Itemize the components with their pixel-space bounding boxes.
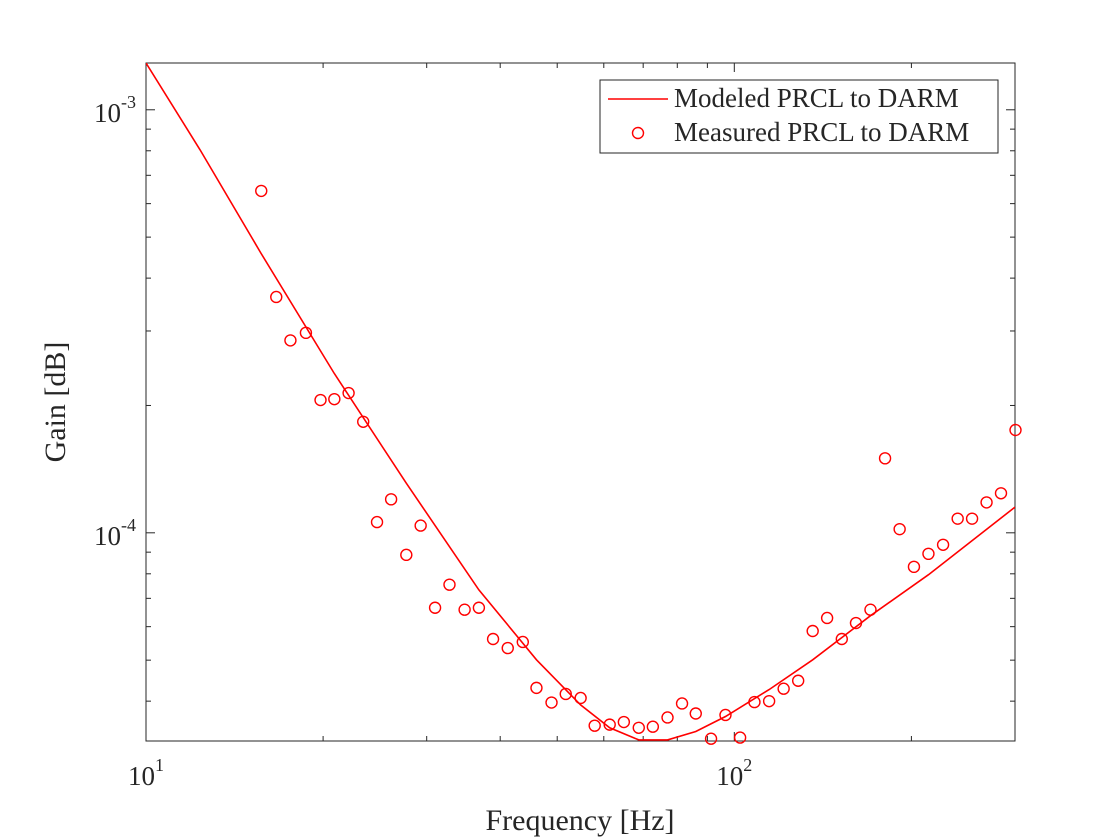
data-point [384,493,398,506]
data-point [588,719,601,732]
data-point [733,731,747,744]
model-line [146,63,1015,741]
data-point [878,452,892,465]
data-point [428,601,442,614]
legend-label: Modeled PRCL to DARM [674,83,959,113]
data-point [704,732,718,745]
data-point [632,721,645,734]
legend-label: Measured PRCL to DARM [674,117,969,147]
data-point [342,386,355,400]
data-point [328,392,341,406]
data-point [806,624,819,638]
y-tick-label: 10-4 [94,515,136,551]
data-point [922,547,935,561]
data-point [1009,423,1022,437]
data-point [314,393,327,407]
y-axis-label: Gain [dB] [39,342,72,463]
y-tick-label: 10-3 [94,92,136,128]
data-point [545,696,558,709]
data-point [400,548,413,562]
data-point [574,691,587,705]
data-point [907,560,921,574]
data-point [458,603,471,616]
data-point [893,522,906,536]
plot-area [145,62,1016,742]
data-point [530,681,543,695]
data-point [357,415,370,428]
data-point [820,611,834,625]
legend-box [599,79,999,154]
data-point [675,697,689,710]
data-point [762,694,776,708]
x-tick-label: 101 [128,755,164,791]
x-tick-label: 102 [716,755,752,791]
data-point [951,512,964,525]
x-axis-label: Frequency [Hz] [485,804,674,837]
data-point [617,715,631,729]
legend-marker [631,126,645,140]
data-point [486,632,500,646]
data-point [516,635,529,649]
data-point [777,682,790,695]
data-point [719,708,732,722]
data-point [689,707,702,720]
data-point [370,515,384,529]
data-point [864,603,877,616]
data-point [414,519,427,532]
data-point [748,695,761,709]
data-point [965,512,979,525]
data-point [255,184,268,198]
data-point [936,538,950,551]
data-point [849,616,863,630]
data-point [443,578,456,591]
data-point [661,711,674,724]
data-point [980,496,993,509]
data-point [501,641,514,655]
data-point [646,720,660,733]
data-point [994,487,1008,500]
data-point [472,601,486,614]
data-point [835,632,848,646]
data-point [603,718,616,731]
data-point [559,687,572,701]
data-point [270,290,283,304]
data-point [299,326,313,340]
data-point [791,674,805,687]
data-point [284,334,297,347]
